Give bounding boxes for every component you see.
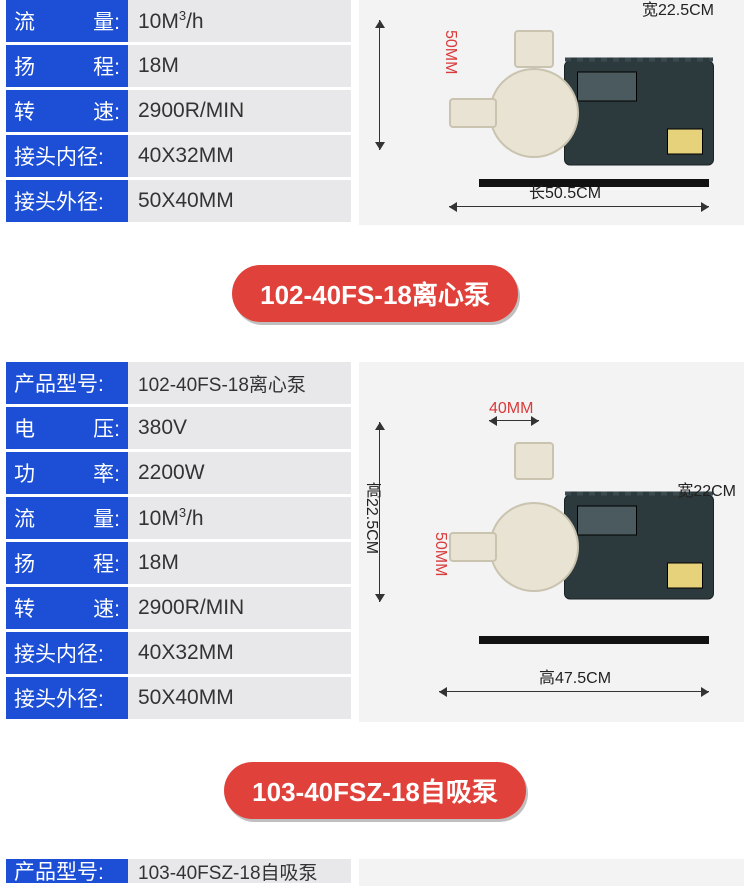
pump-base-shape (479, 636, 709, 644)
dim-line-height (379, 20, 380, 150)
spec-value: 380V (128, 407, 351, 449)
dim-width-top: 宽22.5CM (642, 0, 714, 20)
pump-top-shape (514, 30, 554, 68)
spec-label: 流量: (6, 0, 128, 42)
spec-value: 50X40MM (128, 677, 351, 719)
pump-body-shape (489, 68, 579, 158)
dim-50mm: 50MM (431, 532, 449, 576)
spec-value: 10M3/h (128, 497, 351, 539)
spec-value: 40X32MM (128, 632, 351, 674)
motor-shape (564, 60, 714, 165)
spec-label: 接头外径: (6, 677, 128, 719)
spec-table: 产品型号: 102-40FS-18离心泵 电压: 380V 功率: 2200W … (6, 362, 351, 722)
motor-shape (564, 495, 714, 600)
spec-label: 接头内径: (6, 632, 128, 674)
product-section-partial-top: 流量: 10M3/h 扬程: 18M 转速: 2900R/MIN 接头内径: 4… (0, 0, 750, 225)
dim-50mm: 50MM (441, 30, 459, 74)
spec-table: 产品型号: 103-40FSZ-18自吸泵 (6, 859, 351, 886)
spec-row: 流量: 10M3/h (6, 0, 351, 42)
dim-height-bottom: 高47.5CM (539, 664, 611, 688)
product-title-badge: 102-40FS-18离心泵 (0, 265, 750, 322)
spec-label: 扬程: (6, 45, 128, 87)
dim-width-right: 宽22CM (677, 477, 736, 501)
spec-value: 103-40FSZ-18自吸泵 (128, 859, 351, 883)
spec-label: 功率: (6, 452, 128, 494)
spec-label: 转速: (6, 90, 128, 132)
spec-row: 扬程: 18M (6, 542, 351, 584)
spec-row: 转速: 2900R/MIN (6, 587, 351, 629)
dim-40mm: 40MM (489, 400, 533, 418)
badge-text: 102-40FS-18离心泵 (232, 265, 518, 322)
spec-label: 转速: (6, 587, 128, 629)
dim-line-bottom (439, 691, 709, 692)
spec-value: 18M (128, 542, 351, 584)
spec-row: 流量: 10M3/h (6, 497, 351, 539)
spec-row: 接头外径: 50X40MM (6, 677, 351, 719)
spec-value: 102-40FS-18离心泵 (128, 362, 351, 404)
dim-height-left: 高22.5CM (359, 482, 383, 554)
spec-label: 流量: (6, 497, 128, 539)
spec-value: 10M3/h (128, 0, 351, 42)
spec-row: 接头内径: 40X32MM (6, 632, 351, 674)
spec-value: 2900R/MIN (128, 90, 351, 132)
spec-label: 接头内径: (6, 135, 128, 177)
spec-row: 电压: 380V (6, 407, 351, 449)
product-section: 产品型号: 102-40FS-18离心泵 电压: 380V 功率: 2200W … (0, 362, 750, 722)
pump-diagram: 高22.5CM 40MM 50MM 宽22CM 高47.5CM (359, 362, 744, 722)
spec-row: 接头外径: 50X40MM (6, 180, 351, 222)
spec-label: 产品型号: (6, 362, 128, 404)
spec-label: 接头外径: (6, 180, 128, 222)
dim-line-length (449, 206, 709, 207)
pump-diagram-partial (359, 859, 744, 886)
spec-label: 扬程: (6, 542, 128, 584)
spec-row: 扬程: 18M (6, 45, 351, 87)
spec-value: 50X40MM (128, 180, 351, 222)
spec-row: 接头内径: 40X32MM (6, 135, 351, 177)
dim-length: 长50.5CM (529, 179, 601, 203)
spec-row: 产品型号: 102-40FS-18离心泵 (6, 362, 351, 404)
pump-top-shape (514, 442, 554, 480)
spec-label: 电压: (6, 407, 128, 449)
spec-row: 产品型号: 103-40FSZ-18自吸泵 (6, 859, 351, 883)
product-section-partial-bottom: 产品型号: 103-40FSZ-18自吸泵 (0, 859, 750, 886)
spec-row: 功率: 2200W (6, 452, 351, 494)
spec-row: 转速: 2900R/MIN (6, 90, 351, 132)
spec-label: 产品型号: (6, 859, 128, 883)
product-title-badge: 103-40FSZ-18自吸泵 (0, 762, 750, 819)
pump-body-shape (489, 502, 579, 592)
badge-text: 103-40FSZ-18自吸泵 (224, 762, 526, 819)
spec-value: 2200W (128, 452, 351, 494)
spec-value: 40X32MM (128, 135, 351, 177)
dim-line-40mm (489, 420, 539, 421)
spec-value: 2900R/MIN (128, 587, 351, 629)
pump-diagram: 宽22.5CM 50MM 长50.5CM (359, 0, 744, 225)
spec-table: 流量: 10M3/h 扬程: 18M 转速: 2900R/MIN 接头内径: 4… (6, 0, 351, 225)
spec-value: 18M (128, 45, 351, 87)
pump-outlet-shape (449, 98, 497, 128)
pump-outlet-shape (449, 532, 497, 562)
